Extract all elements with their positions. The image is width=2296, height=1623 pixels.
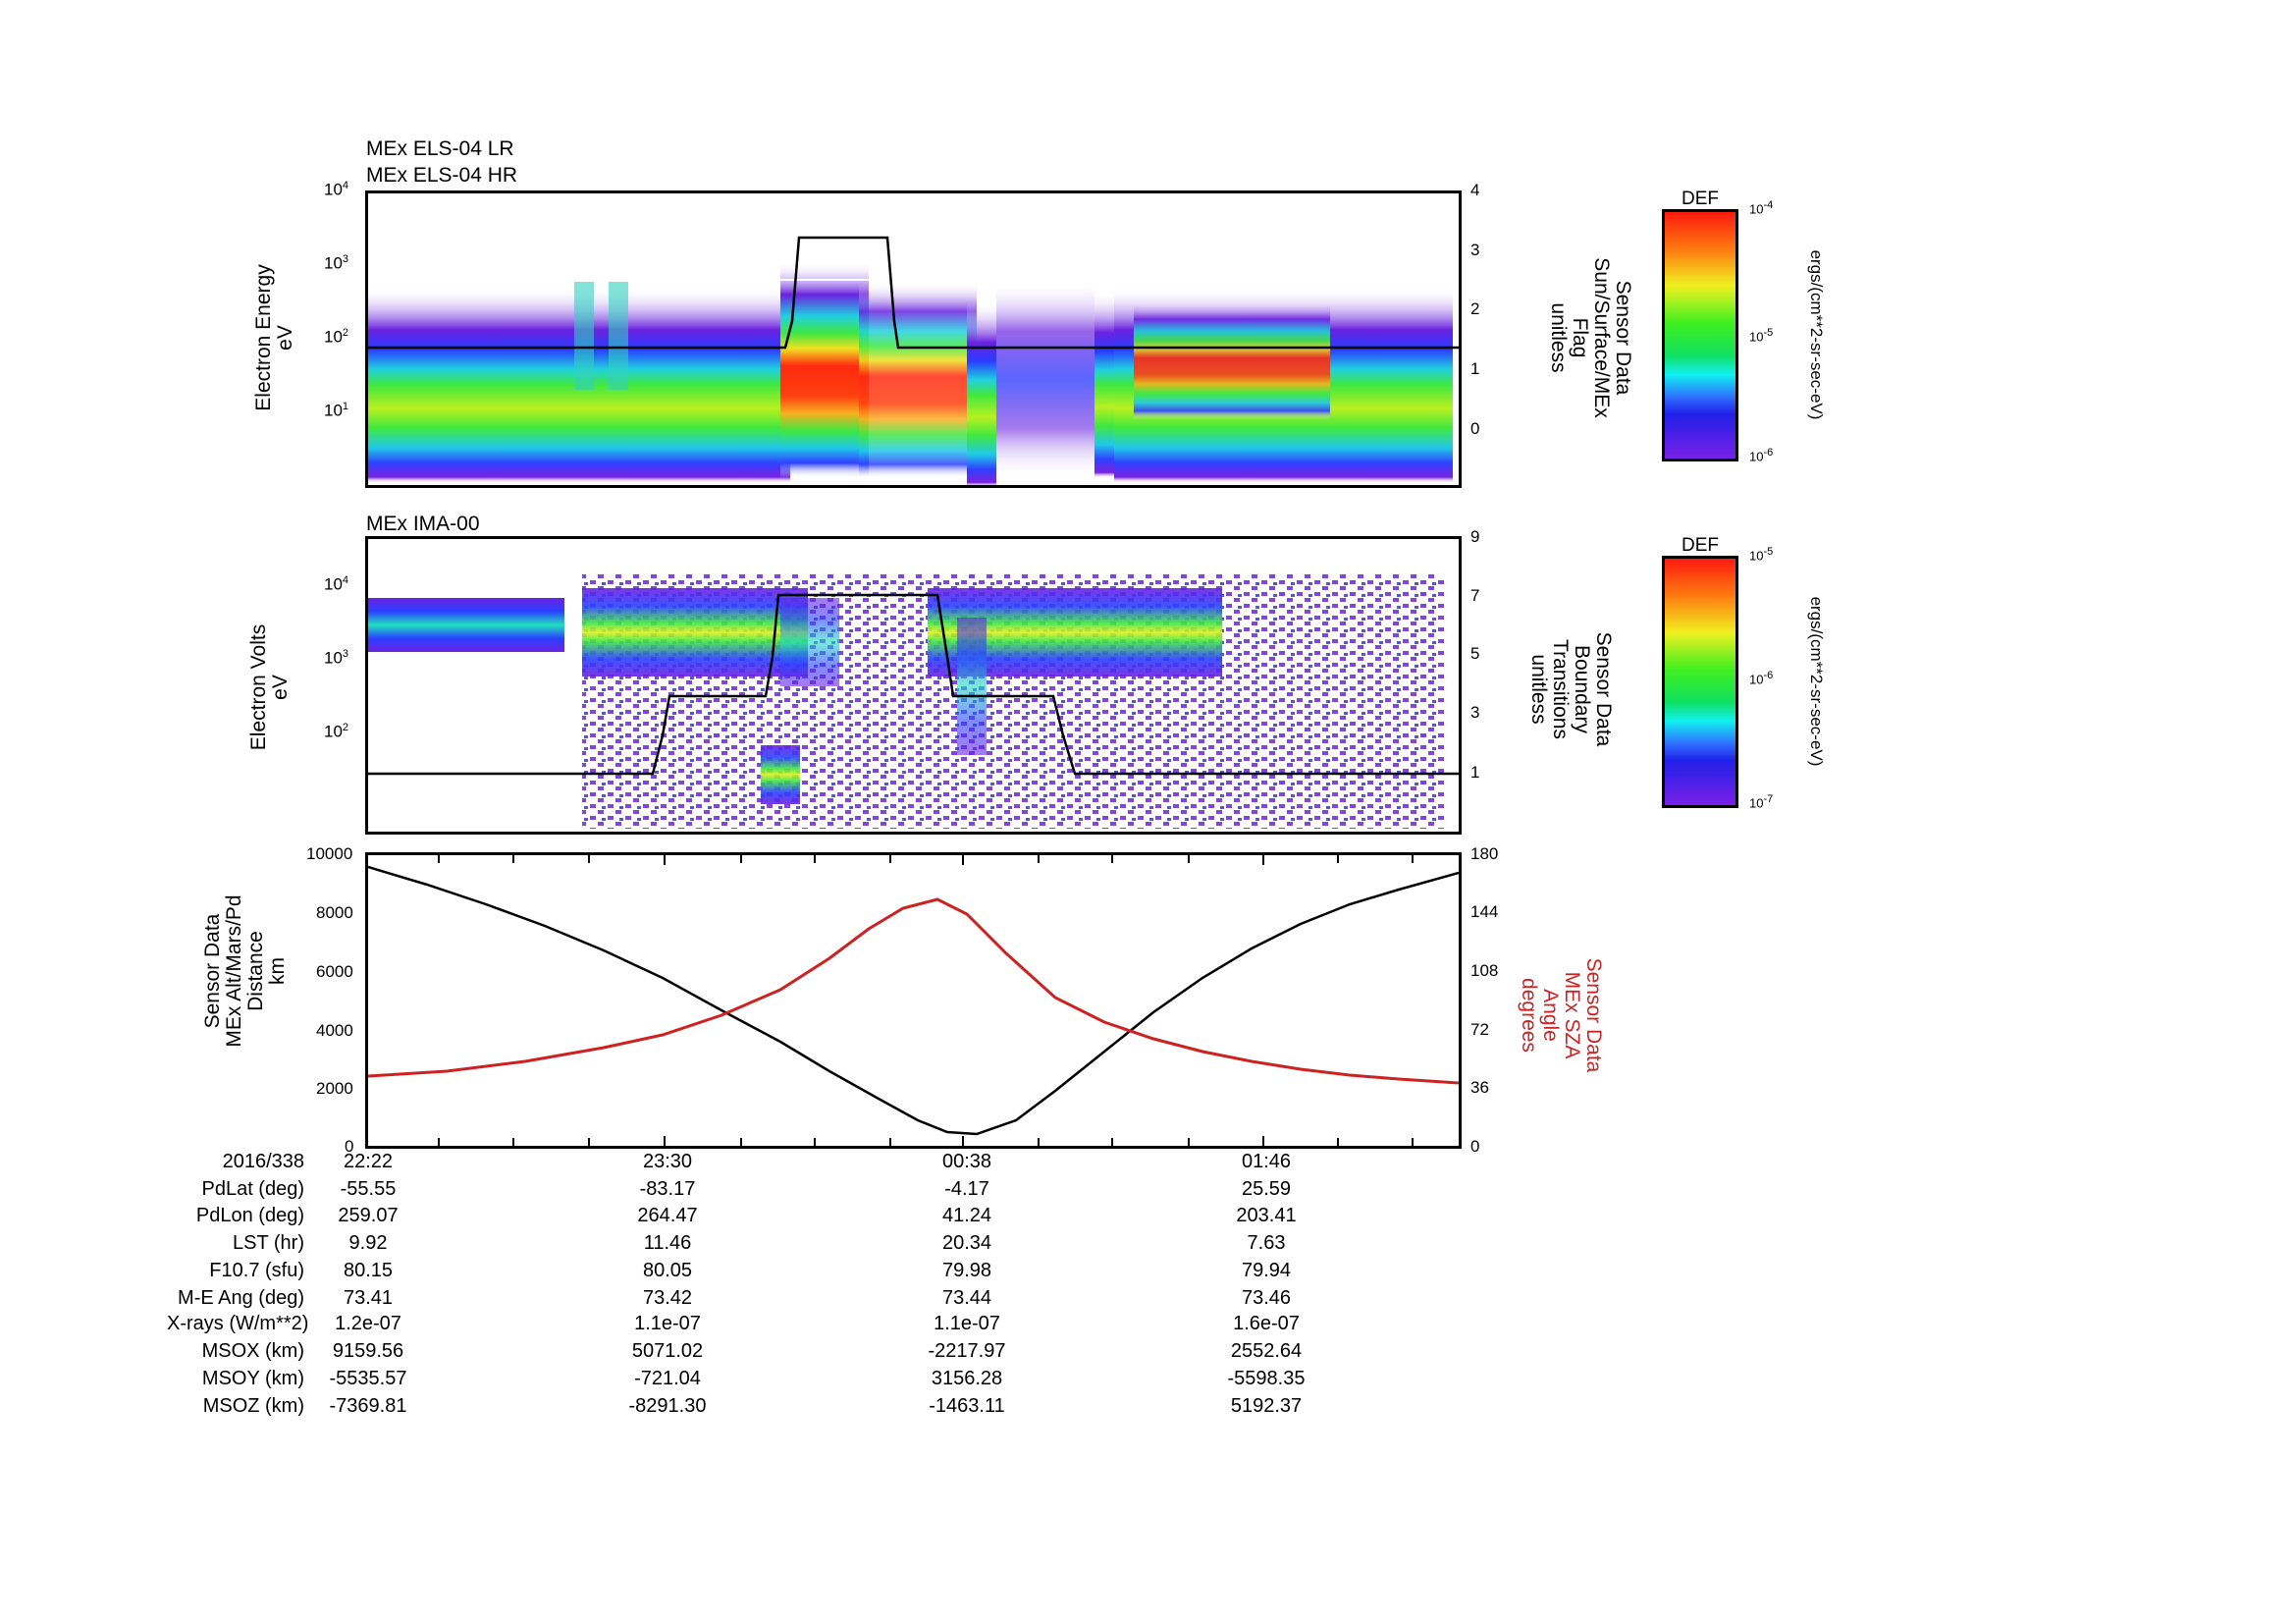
eph-time-3: 01:46 <box>1241 1151 1292 1172</box>
eph-row-label: MSOY (km) <box>201 1368 304 1389</box>
panel1-ytick-1e2: 102 <box>324 327 349 347</box>
eph-row-label: M-E Ang (deg) <box>178 1287 304 1309</box>
panel1-right-ylabel: Sensor Data Sun/Surface/MEx Flag unitles… <box>1547 257 1634 418</box>
panel3-rtick-108: 108 <box>1470 961 1499 980</box>
panel2-rtick-3: 3 <box>1470 703 1480 722</box>
panel1-spectrogram <box>365 190 1462 488</box>
panel2-ytick-1e3: 103 <box>324 648 349 668</box>
panel1-plot <box>368 236 1459 485</box>
panel3-ylabel: Sensor Data MEx Alt/Mars/Pd Distance km <box>201 894 289 1048</box>
eph-row-label: X-rays (W/m**2) <box>167 1313 309 1334</box>
eph-row-label: PdLat (deg) <box>201 1178 304 1200</box>
panel1-title-lr: MEx ELS-04 LR <box>366 137 514 160</box>
eph-time-1: 23:30 <box>642 1151 693 1172</box>
panel3-ytick-2000: 2000 <box>316 1079 353 1098</box>
panel3-rtick-144: 144 <box>1470 902 1499 921</box>
panel3-ytick-6000: 6000 <box>316 962 353 981</box>
eph-row-label: F10.7 (sfu) <box>209 1260 304 1281</box>
panel1-title-hr: MEx ELS-04 HR <box>366 164 518 187</box>
panel2-boundary-line <box>368 593 1459 776</box>
sza-line <box>368 897 1459 1085</box>
colorbar2-min: 10-7 <box>1749 793 1774 811</box>
panel1-rtick-0: 0 <box>1470 419 1480 438</box>
colorbar1-mid: 10-5 <box>1749 327 1774 345</box>
altitude-line <box>368 865 1459 1136</box>
panel2-ytick-1e2: 102 <box>324 722 349 741</box>
panel1-rtick-2: 2 <box>1470 299 1480 318</box>
colorbar2-mid: 10-6 <box>1749 670 1774 687</box>
panel1-ytick-1e1: 101 <box>324 401 349 420</box>
panel2-ytick-1e4: 104 <box>324 574 349 594</box>
colorbar2 <box>1662 556 1738 808</box>
panel1-rtick-1: 1 <box>1470 359 1480 378</box>
panel2-rtick-5: 5 <box>1470 644 1480 663</box>
panel3-plot <box>368 855 1459 1146</box>
panel1-rtick-3: 3 <box>1470 241 1480 259</box>
colorbar1-max: 10-4 <box>1749 199 1774 217</box>
eph-time-2: 00:38 <box>941 1151 992 1172</box>
eph-date: 2016/338 <box>222 1151 304 1172</box>
panel3-rtick-36: 36 <box>1470 1078 1489 1097</box>
panel1-ytick-1e4: 104 <box>324 180 349 199</box>
panel1-rtick-4: 4 <box>1470 181 1480 199</box>
panel1-ylabel: Electron Energy eV <box>252 264 296 411</box>
colorbar1 <box>1662 209 1738 461</box>
panel2-rtick-1: 1 <box>1470 763 1480 782</box>
eph-row-label: MSOZ (km) <box>202 1395 304 1417</box>
panel3-ytick-0: 0 <box>345 1137 354 1156</box>
panel2-right-ylabel: Sensor Data Boundary Transitions unitles… <box>1527 631 1615 747</box>
panel2-rtick-7: 7 <box>1470 586 1480 605</box>
eph-row-label: MSOX (km) <box>201 1340 304 1362</box>
eph-time-0: 22:22 <box>343 1151 394 1172</box>
colorbar2-units: ergs/(cm**2-sr-sec-eV) <box>1807 596 1826 767</box>
colorbar2-max: 10-5 <box>1749 546 1774 564</box>
colorbar1-min: 10-6 <box>1749 447 1774 464</box>
colorbar2-title: DEF <box>1682 535 1719 556</box>
panel2-spectrogram <box>365 536 1462 835</box>
panel2-plot <box>368 573 1459 829</box>
colorbar1-units: ergs/(cm**2-sr-sec-eV) <box>1807 249 1826 420</box>
panel1-ytick-1e3: 103 <box>324 253 349 273</box>
panel2-rtick-9: 9 <box>1470 527 1480 546</box>
panel3-rtick-0: 0 <box>1470 1137 1480 1156</box>
panel2-title: MEx IMA-00 <box>366 513 480 535</box>
panel2-ylabel: Electron Volts eV <box>247 623 292 751</box>
panel3-ytick-8000: 8000 <box>316 903 353 922</box>
panel3-ytick-10000: 10000 <box>306 844 353 863</box>
panel3-rtick-72: 72 <box>1470 1020 1489 1039</box>
eph-row-label: LST (hr) <box>233 1232 304 1254</box>
colorbar1-title: DEF <box>1682 189 1719 209</box>
panel3-lineplot <box>365 852 1462 1149</box>
panel3-ytick-4000: 4000 <box>316 1021 353 1040</box>
eph-row-label: PdLon (deg) <box>195 1205 304 1226</box>
panel3-rtick-180: 180 <box>1470 844 1499 863</box>
panel3-right-ylabel: Sensor Data MEx SZA Angle degrees <box>1518 957 1605 1073</box>
